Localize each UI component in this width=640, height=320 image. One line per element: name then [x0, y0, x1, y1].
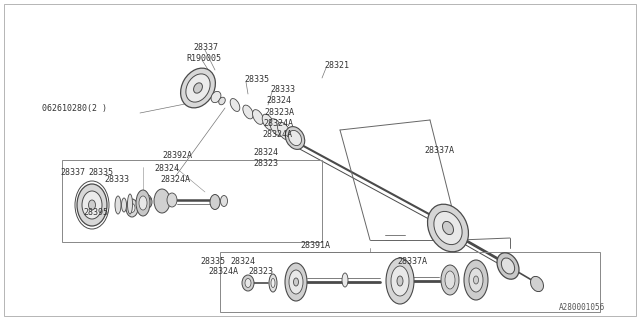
- Ellipse shape: [243, 105, 253, 119]
- Ellipse shape: [139, 196, 147, 210]
- Ellipse shape: [441, 265, 459, 295]
- Text: 28321: 28321: [324, 60, 349, 69]
- Text: 28337A: 28337A: [397, 258, 427, 267]
- Ellipse shape: [428, 204, 468, 252]
- Text: 28324: 28324: [253, 148, 278, 156]
- Ellipse shape: [445, 271, 455, 289]
- Text: 28333: 28333: [270, 84, 295, 93]
- Ellipse shape: [193, 83, 202, 93]
- Ellipse shape: [342, 273, 348, 287]
- Text: 28323A: 28323A: [264, 108, 294, 116]
- Ellipse shape: [397, 276, 403, 286]
- Ellipse shape: [144, 196, 152, 208]
- Ellipse shape: [289, 270, 303, 294]
- Text: 28395: 28395: [83, 207, 108, 217]
- Ellipse shape: [278, 122, 291, 140]
- Ellipse shape: [115, 196, 121, 214]
- Text: 28324A: 28324A: [160, 174, 190, 183]
- Ellipse shape: [501, 258, 515, 274]
- Ellipse shape: [294, 278, 298, 286]
- Ellipse shape: [221, 196, 227, 206]
- Ellipse shape: [77, 184, 107, 226]
- Ellipse shape: [464, 260, 488, 300]
- Ellipse shape: [230, 99, 240, 111]
- Text: 28333: 28333: [104, 174, 129, 183]
- Ellipse shape: [126, 199, 138, 217]
- Text: 28335: 28335: [88, 167, 113, 177]
- Ellipse shape: [145, 195, 150, 201]
- Text: 28323: 28323: [253, 158, 278, 167]
- Ellipse shape: [211, 91, 221, 103]
- Ellipse shape: [270, 119, 282, 135]
- Text: 28324A: 28324A: [262, 130, 292, 139]
- Ellipse shape: [442, 221, 454, 235]
- Text: 28335: 28335: [244, 75, 269, 84]
- Ellipse shape: [271, 278, 275, 287]
- Ellipse shape: [136, 190, 150, 216]
- Ellipse shape: [285, 127, 305, 149]
- Ellipse shape: [122, 198, 127, 212]
- Text: 28391A: 28391A: [300, 241, 330, 250]
- Ellipse shape: [497, 253, 519, 279]
- Ellipse shape: [531, 276, 543, 292]
- Text: 28324A: 28324A: [263, 118, 293, 127]
- Text: 28337A: 28337A: [424, 146, 454, 155]
- Text: 28392A: 28392A: [162, 150, 192, 159]
- Ellipse shape: [129, 204, 135, 212]
- Ellipse shape: [269, 274, 277, 292]
- Text: 28337: 28337: [193, 43, 218, 52]
- Text: 062610280(2 ): 062610280(2 ): [42, 103, 107, 113]
- Ellipse shape: [242, 275, 254, 291]
- Ellipse shape: [127, 194, 132, 214]
- Text: 28337: 28337: [60, 167, 85, 177]
- Ellipse shape: [386, 258, 414, 304]
- Text: 28324: 28324: [266, 95, 291, 105]
- Text: 28324: 28324: [230, 258, 255, 267]
- Ellipse shape: [474, 276, 479, 284]
- Text: R190005: R190005: [186, 53, 221, 62]
- Ellipse shape: [88, 200, 95, 210]
- Text: 28324: 28324: [154, 164, 179, 172]
- Text: A280001056: A280001056: [559, 303, 605, 312]
- Ellipse shape: [434, 212, 462, 244]
- Ellipse shape: [154, 189, 170, 213]
- Ellipse shape: [180, 68, 216, 108]
- Ellipse shape: [262, 114, 274, 130]
- Text: 28323: 28323: [248, 268, 273, 276]
- Ellipse shape: [210, 195, 220, 210]
- Ellipse shape: [186, 74, 210, 102]
- Ellipse shape: [167, 193, 177, 207]
- Text: 28324A: 28324A: [208, 268, 238, 276]
- Ellipse shape: [285, 263, 307, 301]
- Bar: [220, 252, 600, 312]
- Ellipse shape: [391, 266, 409, 296]
- Ellipse shape: [245, 278, 251, 287]
- Ellipse shape: [253, 110, 264, 124]
- Text: 28335: 28335: [200, 258, 225, 267]
- Ellipse shape: [469, 268, 483, 292]
- Ellipse shape: [289, 130, 301, 146]
- Ellipse shape: [219, 97, 225, 105]
- Ellipse shape: [82, 191, 102, 219]
- Bar: [62, 160, 322, 242]
